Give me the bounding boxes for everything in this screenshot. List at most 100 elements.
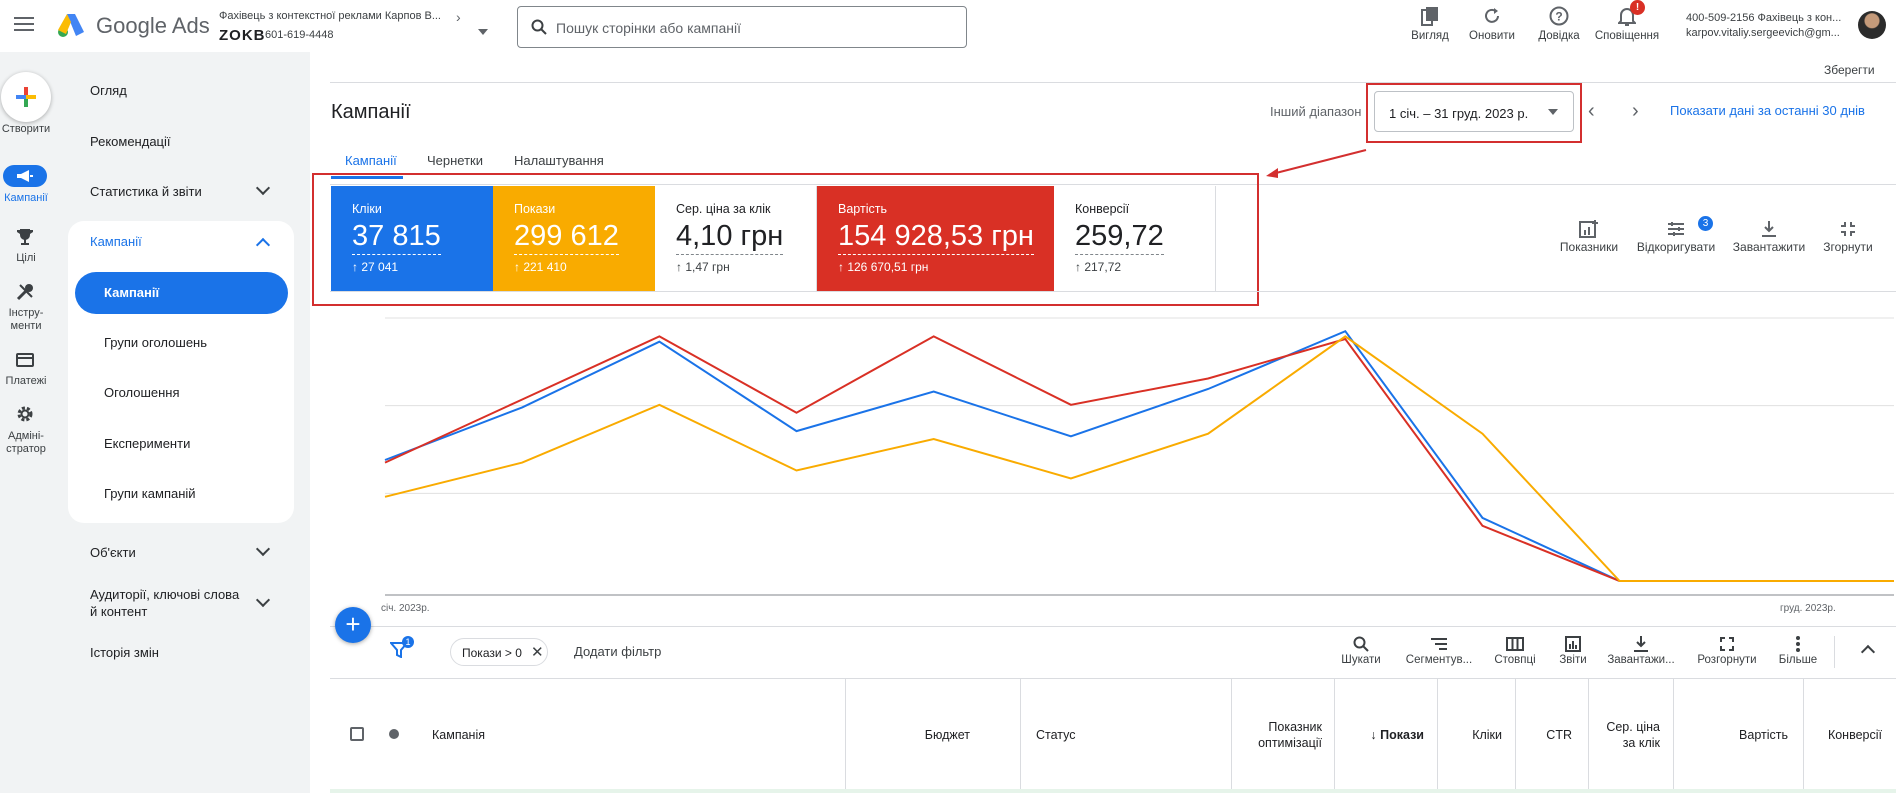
download-chart-button[interactable]: Завантажити xyxy=(1730,218,1808,254)
col-clicks[interactable]: Кліки xyxy=(1472,728,1502,742)
caret-down-icon[interactable] xyxy=(1548,109,1558,115)
column-divider xyxy=(1673,679,1674,793)
performance-chart xyxy=(330,300,1896,620)
segment-button[interactable]: Сегментув... xyxy=(1404,634,1474,666)
nav-campaigns-group-label[interactable]: Кампанії xyxy=(90,234,142,249)
more-button[interactable]: Більше xyxy=(1775,634,1821,666)
tools-icon[interactable] xyxy=(14,282,36,302)
col-ctr[interactable]: CTR xyxy=(1546,728,1572,742)
select-all-checkbox[interactable] xyxy=(350,727,364,741)
account-name[interactable]: Фахівець з контекстної реклами Карпов В.… xyxy=(219,10,441,22)
card-icon[interactable] xyxy=(14,350,36,370)
tab-indicator xyxy=(331,176,403,179)
more-vert-icon xyxy=(1796,636,1800,652)
close-icon[interactable]: ✕ xyxy=(531,644,544,661)
notifications-button[interactable]: Сповіщення xyxy=(1594,4,1660,42)
metric-title: Вартість xyxy=(838,202,887,216)
view-button[interactable]: Вигляд xyxy=(1408,4,1452,42)
column-divider xyxy=(1334,679,1335,793)
table-download-button[interactable]: Завантажи... xyxy=(1606,634,1676,666)
col-impressions[interactable]: ↓ Покази xyxy=(1370,728,1424,742)
metric-delta: ↑ 217,72 xyxy=(1075,260,1122,274)
filter-badge: 1 xyxy=(402,636,414,648)
nav-ads[interactable]: Оголошення xyxy=(104,385,180,400)
metric-value: 259,72 xyxy=(1075,220,1164,255)
user-account-line[interactable]: 400-509-2156 Фахівець з кон... xyxy=(1686,12,1842,24)
date-range-picker[interactable]: 1 січ. – 31 груд. 2023 р. xyxy=(1374,91,1574,132)
table-search-button[interactable]: Шукати xyxy=(1338,634,1384,666)
last-30-days-link[interactable]: Показати дані за останні 30 днів xyxy=(1670,103,1865,118)
nav-insights[interactable]: Статистика й звіти xyxy=(90,184,202,199)
add-campaign-button[interactable]: + xyxy=(335,607,371,643)
tab-campaigns[interactable]: Кампанії xyxy=(345,153,397,168)
refresh-button[interactable]: Оновити xyxy=(1467,4,1517,42)
collapse-chart-button[interactable]: Згорнути xyxy=(1818,218,1878,254)
search-label: Шукати xyxy=(1341,654,1381,666)
nav-change-history[interactable]: Історія змін xyxy=(90,645,159,660)
col-status[interactable]: Статус xyxy=(1036,728,1076,742)
nav-campaigns[interactable]: Кампанії xyxy=(75,272,288,314)
nav-experiments[interactable]: Експерименти xyxy=(104,436,191,451)
metric-card-cost[interactable]: Вартість 154 928,53 грн ↑ 126 670,51 грн xyxy=(817,186,1054,291)
svg-text:?: ? xyxy=(1555,10,1562,24)
metric-card-avg-cpc[interactable]: Сер. ціна за клік 4,10 грн ↑ 1,47 грн xyxy=(655,186,817,291)
gear-icon[interactable] xyxy=(14,404,36,424)
col-budget[interactable]: Бюджет xyxy=(924,728,970,742)
chevron-right-icon[interactable]: › xyxy=(456,9,461,25)
user-email[interactable]: karpov.vitaliy.sergeevich@gm... xyxy=(1686,27,1840,39)
highlight-box xyxy=(1366,83,1582,143)
expand-button[interactable]: Розгорнути xyxy=(1695,634,1759,666)
tab-settings[interactable]: Налаштування xyxy=(514,153,604,168)
col-campaign[interactable]: Кампанія xyxy=(432,728,485,742)
search-input[interactable]: Пошук сторінки або кампанії xyxy=(517,6,967,48)
tune-icon xyxy=(1668,222,1684,236)
account-id: 601-619-4448 xyxy=(265,29,334,41)
adjust-label: Відкоригувати xyxy=(1636,240,1716,254)
col-avg-cpc[interactable]: Сер. ціна за клік xyxy=(1606,720,1660,750)
help-button[interactable]: ? Довідка xyxy=(1534,4,1584,42)
rail-campaigns-label: Кампанії xyxy=(4,192,48,204)
filter-chip[interactable]: Покази > 0 ✕ xyxy=(450,638,548,666)
create-button[interactable] xyxy=(1,72,51,122)
col-conversions[interactable]: Конверсії xyxy=(1827,728,1882,742)
metric-title: Покази xyxy=(514,202,556,216)
columns-label: Стовпці xyxy=(1494,654,1536,666)
metric-card-impressions[interactable]: Покази 299 612 ↑ 221 410 xyxy=(493,186,655,291)
account-dropdown-icon[interactable] xyxy=(478,29,488,35)
nav-recommendations[interactable]: Рекомендації xyxy=(90,134,171,149)
col-optimization-score[interactable]: Показник оптимізації xyxy=(1258,720,1322,750)
save-button[interactable]: Зберегти xyxy=(1824,63,1875,77)
tab-drafts[interactable]: Чернетки xyxy=(427,153,484,168)
avatar[interactable] xyxy=(1858,11,1886,39)
nav-campaigns-group xyxy=(68,221,294,523)
rail-campaigns-button[interactable] xyxy=(3,165,47,187)
metric-card-conversions[interactable]: Конверсії 259,72 ↑ 217,72 xyxy=(1054,186,1216,291)
notification-badge: ! xyxy=(1630,0,1645,15)
account-code[interactable]: ZOKB xyxy=(219,27,266,44)
columns-button[interactable]: Стовпці xyxy=(1492,634,1538,666)
divider xyxy=(330,291,1896,292)
col-cost[interactable]: Вартість xyxy=(1739,728,1788,742)
nav-audiences[interactable]: Аудиторії, ключові слова й контент xyxy=(90,587,240,619)
reports-button[interactable]: Звіти xyxy=(1555,634,1591,666)
metric-value: 154 928,53 грн xyxy=(838,220,1034,255)
metric-delta: ↑ 27 041 xyxy=(352,260,399,274)
nav-assets[interactable]: Об'єкти xyxy=(90,545,136,560)
notifications-label: Сповіщення xyxy=(1594,30,1660,42)
trophy-icon[interactable] xyxy=(14,227,36,247)
search-placeholder: Пошук сторінки або кампанії xyxy=(556,20,742,36)
nav-ad-groups[interactable]: Групи оголошень xyxy=(104,335,208,350)
nav-campaign-groups[interactable]: Групи кампаній xyxy=(104,486,196,501)
reports-icon xyxy=(1565,636,1581,652)
metric-value: 37 815 xyxy=(352,220,441,255)
nav-overview[interactable]: Огляд xyxy=(90,83,127,98)
metrics-button[interactable]: Показники xyxy=(1556,218,1622,254)
chevron-right-icon[interactable]: › xyxy=(1632,100,1639,122)
add-filter-button[interactable]: Додати фільтр xyxy=(574,644,662,659)
adjust-button[interactable]: Відкоригувати xyxy=(1634,218,1718,254)
megaphone-icon xyxy=(17,170,33,182)
expand-label: Розгорнути xyxy=(1697,654,1757,666)
menu-icon[interactable] xyxy=(14,17,34,33)
chevron-left-icon[interactable]: ‹ xyxy=(1588,100,1595,122)
metric-card-clicks[interactable]: Кліки 37 815 ↑ 27 041 xyxy=(331,186,493,291)
